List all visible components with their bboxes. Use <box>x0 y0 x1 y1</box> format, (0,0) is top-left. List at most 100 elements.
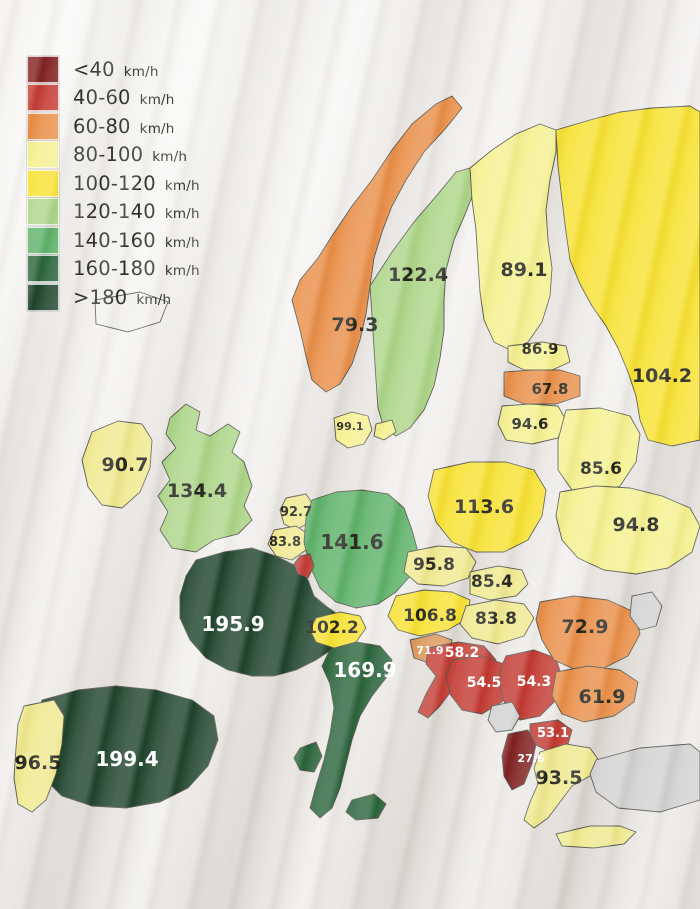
region-value-label: 27.6 <box>517 752 544 765</box>
region-value-label: 61.9 <box>579 686 626 708</box>
legend-label: 140-160 km/h <box>73 229 200 252</box>
region-value-label: 89.1 <box>501 259 548 281</box>
map-region-lithuania[interactable] <box>497 403 567 445</box>
legend-unit-text: km/h <box>164 234 200 251</box>
map-region-bulgaria[interactable] <box>551 665 639 723</box>
legend-row: 80-100 km/h <box>27 141 200 170</box>
legend-label: <40 km/h <box>73 58 159 81</box>
map-region-czechia[interactable] <box>403 545 477 587</box>
legend-unit-text: km/h <box>123 63 159 80</box>
region-value-label: 53.1 <box>537 726 569 741</box>
region-value-label: 104.2 <box>632 365 692 387</box>
region-value-label: 199.4 <box>95 747 158 771</box>
region-value-label: 71.9 <box>416 644 443 657</box>
map-region-slovakia[interactable] <box>469 565 529 601</box>
legend-row: 60-80 km/h <box>27 112 200 141</box>
legend-unit-text: km/h <box>152 149 188 166</box>
map-region-norway[interactable] <box>291 95 463 393</box>
legend-label: 60-80 km/h <box>73 115 175 138</box>
map-region-russia[interactable] <box>555 105 700 447</box>
legend-label: 160-180 km/h <box>73 257 200 280</box>
map-region-austria[interactable] <box>387 589 471 637</box>
region-value-label: 85.4 <box>471 572 513 592</box>
legend-row: >180 km/h <box>27 283 200 312</box>
map-region-ireland[interactable] <box>81 420 153 509</box>
map-region-ukraine[interactable] <box>555 485 700 575</box>
region-value-label: 122.4 <box>388 264 448 286</box>
legend-color-swatch <box>27 169 59 197</box>
legend-unit-text: km/h <box>164 263 200 280</box>
legend-range-text: <40 <box>73 57 115 81</box>
map-region-montenegro[interactable] <box>487 701 521 733</box>
region-value-label: 113.6 <box>454 496 514 518</box>
legend-range-text: >180 <box>73 285 128 309</box>
legend-unit-text: km/h <box>136 291 172 308</box>
legend-unit-text: km/h <box>164 177 200 194</box>
map-region-france[interactable] <box>179 547 345 677</box>
region-value-label: 169.9 <box>333 658 396 682</box>
legend-row: 100-120 km/h <box>27 169 200 198</box>
map-region-albania[interactable] <box>501 729 537 791</box>
legend-range-text: 80-100 <box>73 143 144 167</box>
region-value-label: 67.8 <box>531 380 568 398</box>
region-value-label: 106.8 <box>403 606 457 626</box>
legend-row: 160-180 km/h <box>27 255 200 284</box>
region-value-label: 102.2 <box>305 618 359 638</box>
region-value-label: 79.3 <box>332 314 379 336</box>
legend-unit-text: km/h <box>164 206 200 223</box>
map-region-iceland[interactable] <box>94 291 169 333</box>
region-value-label: 93.5 <box>536 767 583 789</box>
map-region-poland[interactable] <box>427 461 547 553</box>
region-value-label: 94.6 <box>511 415 548 433</box>
map-region-portugal[interactable] <box>13 699 65 813</box>
region-value-label: 99.1 <box>336 420 363 433</box>
map-region-serbia[interactable] <box>499 649 563 721</box>
region-value-label: 92.7 <box>280 505 312 520</box>
map-region-italy[interactable] <box>293 641 393 821</box>
region-value-label: 90.7 <box>102 454 149 476</box>
legend-label: 80-100 km/h <box>73 143 187 166</box>
legend-color-swatch <box>27 198 59 226</box>
map-region-estonia[interactable] <box>507 341 571 371</box>
map-region-denmark[interactable] <box>333 411 397 449</box>
region-value-label: 83.8 <box>475 609 517 629</box>
map-region-sweden[interactable] <box>369 167 477 437</box>
map-region-united-kingdom[interactable] <box>157 403 253 553</box>
map-region-belarus[interactable] <box>557 407 641 497</box>
legend-color-swatch <box>27 255 59 283</box>
region-value-label: 141.6 <box>320 530 383 554</box>
map-region-turkey[interactable] <box>589 743 700 813</box>
map-region-belgium[interactable] <box>267 525 309 561</box>
region-value-label: 195.9 <box>201 612 264 636</box>
map-region-hungary[interactable] <box>459 599 535 645</box>
region-value-label: 58.2 <box>445 645 480 661</box>
legend-unit-text: km/h <box>139 120 175 137</box>
region-value-label: 95.8 <box>413 555 455 575</box>
legend-color-swatch <box>27 55 59 83</box>
legend-range-text: 40-60 <box>73 86 131 110</box>
region-value-label: 94.8 <box>613 514 660 536</box>
legend-color-swatch <box>27 283 59 311</box>
legend-color-swatch <box>27 112 59 140</box>
legend-range-text: 100-120 <box>73 171 156 195</box>
legend-range-text: 140-160 <box>73 228 156 252</box>
map-region-luxembourg[interactable] <box>293 553 315 579</box>
map-legend: <40 km/h 40-60 km/h 60-80 km/h 80-100 km/h 100-1… <box>27 55 200 312</box>
legend-unit-text: km/h <box>139 92 175 109</box>
legend-label: 40-60 km/h <box>73 86 175 109</box>
region-value-label: 72.9 <box>562 616 609 638</box>
region-value-label: 96.5 <box>15 752 62 774</box>
legend-row: 40-60 km/h <box>27 84 200 113</box>
map-region-latvia[interactable] <box>503 369 581 405</box>
legend-row: 120-140 km/h <box>27 198 200 227</box>
region-value-label: 54.5 <box>467 675 502 691</box>
legend-label: 120-140 km/h <box>73 200 200 223</box>
map-region-romania[interactable] <box>535 595 641 671</box>
region-value-label: 85.6 <box>580 459 622 479</box>
legend-row: <40 km/h <box>27 55 200 84</box>
map-region-moldova[interactable] <box>629 591 663 631</box>
region-value-label: 86.9 <box>521 340 558 358</box>
map-region-finland[interactable] <box>469 123 557 351</box>
